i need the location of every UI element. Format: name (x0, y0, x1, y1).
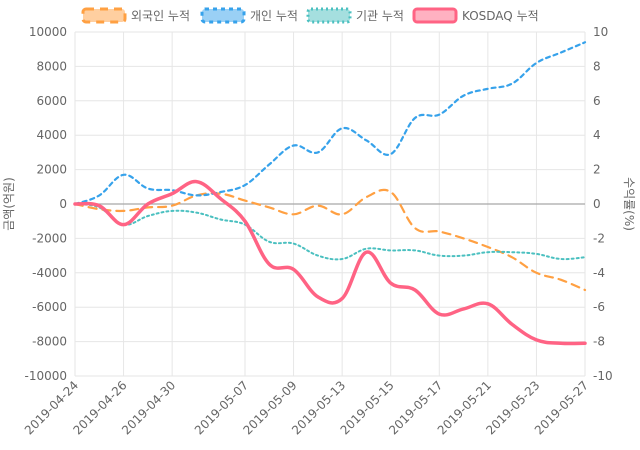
legend-label: KOSDAQ 누적 (462, 9, 539, 23)
series-line-외국인-누적 (73, 188, 587, 292)
right-tick-label: -6 (593, 300, 605, 314)
left-tick-label: 2000 (36, 163, 67, 177)
series-layer (73, 41, 587, 346)
left-tick-label: 6000 (36, 94, 67, 108)
legend-item[interactable]: KOSDAQ 누적 (412, 7, 539, 24)
left-tick-label: -2000 (32, 231, 67, 245)
right-tick-label: 0 (593, 197, 601, 211)
right-tick-label: 6 (593, 94, 601, 108)
legend-item[interactable]: 기관 누적 (306, 7, 404, 24)
legend-swatch (412, 7, 458, 24)
left-tick-label: -6000 (32, 300, 67, 314)
left-axis-title: 금액(억원) (2, 177, 16, 231)
right-axis-title: 수익률(%) (622, 177, 636, 231)
legend-swatch (81, 7, 127, 24)
right-tick-label: 2 (593, 163, 601, 177)
legend[interactable]: 외국인 누적 개인 누적 기관 누적 KOSDAQ 누적 (81, 7, 539, 24)
left-axis: 10000 8000 6000 4000 2000 0 -2000 -4000 -6000 -80… (24, 25, 67, 383)
legend-swatch (306, 7, 352, 24)
right-tick-label: 4 (593, 128, 601, 142)
left-tick-label: 8000 (36, 59, 67, 73)
series-line-기관-누적 (74, 203, 586, 261)
right-tick-label: 10 (593, 25, 608, 39)
right-tick-label: -4 (593, 266, 605, 280)
legend-item[interactable]: 외국인 누적 (81, 7, 190, 24)
legend-label: 개인 누적 (250, 9, 298, 23)
legend-item[interactable]: 개인 누적 (200, 7, 298, 24)
left-tick-label: 10000 (29, 25, 67, 39)
left-tick-label: 4000 (36, 128, 67, 142)
right-tick-label: -10 (593, 369, 613, 383)
legend-label: 외국인 누적 (131, 9, 190, 23)
left-tick-label: -10000 (24, 369, 67, 383)
series-line-개인-누적 (73, 41, 587, 206)
left-tick-label: -8000 (32, 335, 67, 349)
legend-label: 기관 누적 (356, 9, 404, 23)
right-tick-label: 8 (593, 59, 601, 73)
right-tick-label: -2 (593, 231, 605, 245)
series-line-kosdaq-누적 (73, 179, 587, 346)
left-tick-label: -4000 (32, 266, 67, 280)
right-axis: 10 8 6 4 2 0 -2 -4 -6 -8 -10 (593, 25, 613, 383)
right-tick-label: -8 (593, 335, 605, 349)
legend-swatch (200, 7, 246, 24)
left-tick-label: 0 (59, 197, 67, 211)
